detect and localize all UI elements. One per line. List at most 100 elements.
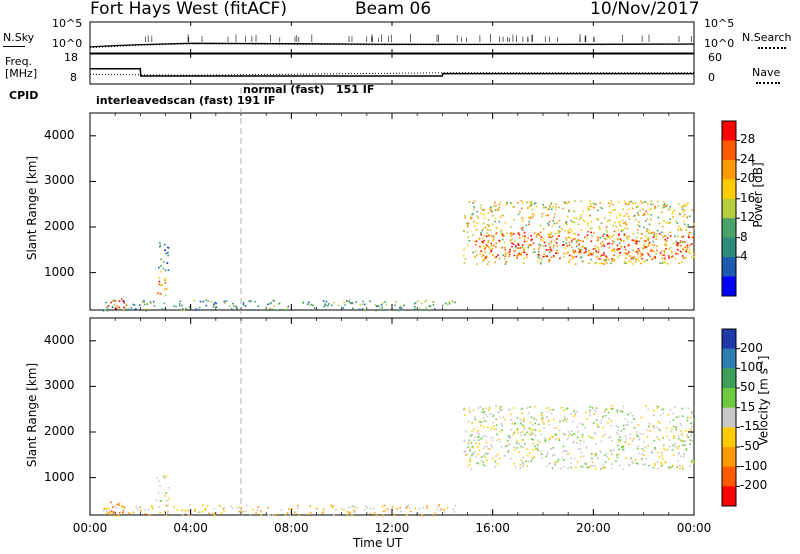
velocity-cell xyxy=(471,430,473,433)
velocity-cell xyxy=(532,429,534,431)
velocity-cell xyxy=(534,422,536,425)
power-cell xyxy=(223,300,226,303)
velocity-cell xyxy=(610,425,613,427)
y-tick-label: 4000 xyxy=(44,332,75,347)
power-cell xyxy=(464,216,466,219)
power-cell xyxy=(132,303,134,306)
velocity-cell xyxy=(622,446,625,448)
power-cell xyxy=(235,305,237,308)
velocity-cell xyxy=(672,454,675,457)
power-cell xyxy=(640,262,642,265)
power-cell xyxy=(513,218,516,221)
velocity-cell xyxy=(580,465,583,468)
power-cell xyxy=(111,306,114,309)
velocity-cell xyxy=(532,424,534,426)
power-cell xyxy=(648,223,651,226)
velocity-cell xyxy=(592,465,594,467)
velocity-cell xyxy=(463,450,466,453)
velocity-cell xyxy=(112,512,114,514)
power-cell xyxy=(620,230,623,232)
power-cell xyxy=(511,245,513,248)
power-cell xyxy=(538,246,541,249)
velocity-cell xyxy=(351,505,353,508)
velocity-cell xyxy=(641,458,643,460)
velocity-cell xyxy=(520,420,523,423)
power-cell xyxy=(677,228,679,231)
velocity-cell xyxy=(492,415,494,417)
velocity-cell xyxy=(452,508,454,511)
velocity-cell xyxy=(691,440,694,442)
power-cell xyxy=(568,201,570,203)
power-cell xyxy=(495,245,497,248)
velocity-colorbar-swatch xyxy=(722,466,736,487)
velocity-cell xyxy=(118,504,120,506)
velocity-cell xyxy=(661,463,664,466)
power-cell xyxy=(488,247,491,249)
power-cell xyxy=(510,232,512,235)
velocity-cell xyxy=(589,411,591,414)
velocity-cell xyxy=(462,409,465,411)
power-cell xyxy=(623,222,625,224)
velocity-cell xyxy=(580,455,582,458)
velocity-cell xyxy=(405,506,407,509)
velocity-cell xyxy=(562,445,565,448)
velocity-cell xyxy=(679,467,681,470)
power-cell xyxy=(369,300,371,303)
power-cell xyxy=(193,299,195,302)
velocity-cell xyxy=(316,508,319,510)
power-cell xyxy=(654,206,657,209)
power-cell xyxy=(521,217,524,220)
power-cell xyxy=(566,223,568,226)
power-cell xyxy=(619,252,622,254)
power-cell xyxy=(671,252,673,254)
power-cell xyxy=(644,260,647,262)
velocity-cell xyxy=(499,406,502,408)
velocity-cell xyxy=(348,511,351,513)
power-cell xyxy=(580,249,582,251)
power-cell xyxy=(577,251,580,254)
power-cell xyxy=(533,248,535,250)
velocity-cell xyxy=(516,429,518,432)
power-cell xyxy=(623,246,626,248)
power-cell xyxy=(681,261,683,263)
power-cell xyxy=(611,260,613,263)
velocity-cell xyxy=(554,464,556,467)
velocity-cell xyxy=(549,409,552,411)
power-cell xyxy=(511,232,513,234)
velocity-cell xyxy=(517,431,519,434)
velocity-cell xyxy=(223,510,225,512)
velocity-cell xyxy=(158,480,160,482)
power-cell xyxy=(547,214,549,217)
velocity-cell xyxy=(545,455,548,458)
power-colorbar-tick-label: 24 xyxy=(740,151,756,166)
power-cell xyxy=(480,204,482,207)
power-cell xyxy=(549,246,551,248)
power-cell xyxy=(515,246,517,249)
velocity-cell xyxy=(648,464,651,467)
velocity-cell xyxy=(553,462,556,465)
power-cell xyxy=(491,215,494,217)
velocity-cell xyxy=(105,507,107,510)
power-cell xyxy=(611,243,614,245)
velocity-cell xyxy=(588,414,591,417)
velocity-cell xyxy=(677,435,680,437)
velocity-cell xyxy=(522,446,525,449)
velocity-cell xyxy=(473,428,475,430)
velocity-cell xyxy=(613,449,615,451)
velocity-cell xyxy=(426,505,429,507)
power-cell xyxy=(625,252,628,255)
power-cell xyxy=(483,209,486,211)
velocity-cell xyxy=(685,448,688,450)
velocity-cell xyxy=(603,433,606,436)
power-cell xyxy=(588,252,591,254)
velocity-cell xyxy=(213,507,216,510)
power-cell xyxy=(531,208,534,211)
power-cell xyxy=(625,262,628,264)
velocity-cell xyxy=(524,433,526,436)
velocity-cell xyxy=(489,407,491,409)
velocity-cell xyxy=(652,466,655,469)
power-cell xyxy=(398,309,401,312)
power-cell xyxy=(509,251,511,253)
velocity-cell xyxy=(496,433,498,436)
power-cell xyxy=(567,236,570,239)
